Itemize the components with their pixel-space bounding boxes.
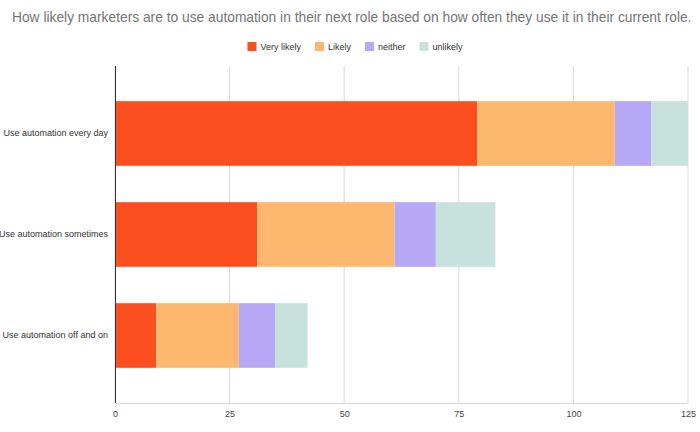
legend-item: unlikely xyxy=(420,42,464,52)
axis-line xyxy=(116,403,689,404)
tick-label: 0 xyxy=(113,409,118,419)
chart: How likely marketers are to use automati… xyxy=(0,0,700,432)
legend-item: neither xyxy=(365,42,406,52)
legend-swatch xyxy=(247,42,256,51)
tick-label: 125 xyxy=(681,409,696,419)
tick: Use automation off and on xyxy=(3,330,115,340)
bar xyxy=(239,303,276,368)
tick: 25 xyxy=(225,403,235,419)
bar xyxy=(477,101,615,166)
x-axis: 0 25 50 75 100 125 xyxy=(113,403,696,419)
series xyxy=(156,101,614,368)
series xyxy=(239,101,652,368)
category-label: Use automation every day xyxy=(3,128,108,138)
tick-label: 100 xyxy=(566,409,581,419)
bar xyxy=(115,303,156,368)
bar xyxy=(115,101,477,166)
category-label: Use automation off and on xyxy=(3,330,108,340)
tick-label: 50 xyxy=(340,409,350,419)
legend-swatch xyxy=(420,42,429,51)
tick: 100 xyxy=(566,403,581,419)
axis-line xyxy=(115,66,116,403)
tick: Use automation every day xyxy=(3,128,115,138)
tick: Use automation sometimes xyxy=(0,229,115,239)
bar xyxy=(257,202,395,267)
series xyxy=(115,101,477,368)
legend-swatch xyxy=(365,42,374,51)
bar xyxy=(275,303,307,368)
legend-label: unlikely xyxy=(433,42,464,52)
tick-label: 75 xyxy=(454,409,464,419)
tick: 75 xyxy=(454,403,464,419)
bar xyxy=(156,303,239,368)
legend-label: Very likely xyxy=(260,42,301,52)
legend-swatch xyxy=(315,42,324,51)
bar xyxy=(615,101,652,166)
bar xyxy=(651,101,688,166)
y-axis: Use automation every day Use automation s… xyxy=(0,66,116,403)
bar xyxy=(115,202,257,267)
title: How likely marketers are to use automati… xyxy=(12,10,691,25)
legend: Very likely Likely neither unlikely xyxy=(247,42,463,52)
tick: 125 xyxy=(681,403,696,419)
tick: 0 xyxy=(113,403,118,419)
bar xyxy=(395,202,436,267)
legend-item: Likely xyxy=(315,42,352,52)
category-label: Use automation sometimes xyxy=(0,229,108,239)
grid-line xyxy=(115,66,116,403)
series xyxy=(275,101,688,368)
legend-item: Very likely xyxy=(247,42,301,52)
bar xyxy=(436,202,496,267)
tick-label: 25 xyxy=(225,409,235,419)
bars xyxy=(115,101,688,368)
grid xyxy=(115,66,688,403)
legend-label: neither xyxy=(378,42,406,52)
legend-label: Likely xyxy=(328,42,352,52)
tick: 50 xyxy=(340,403,350,419)
